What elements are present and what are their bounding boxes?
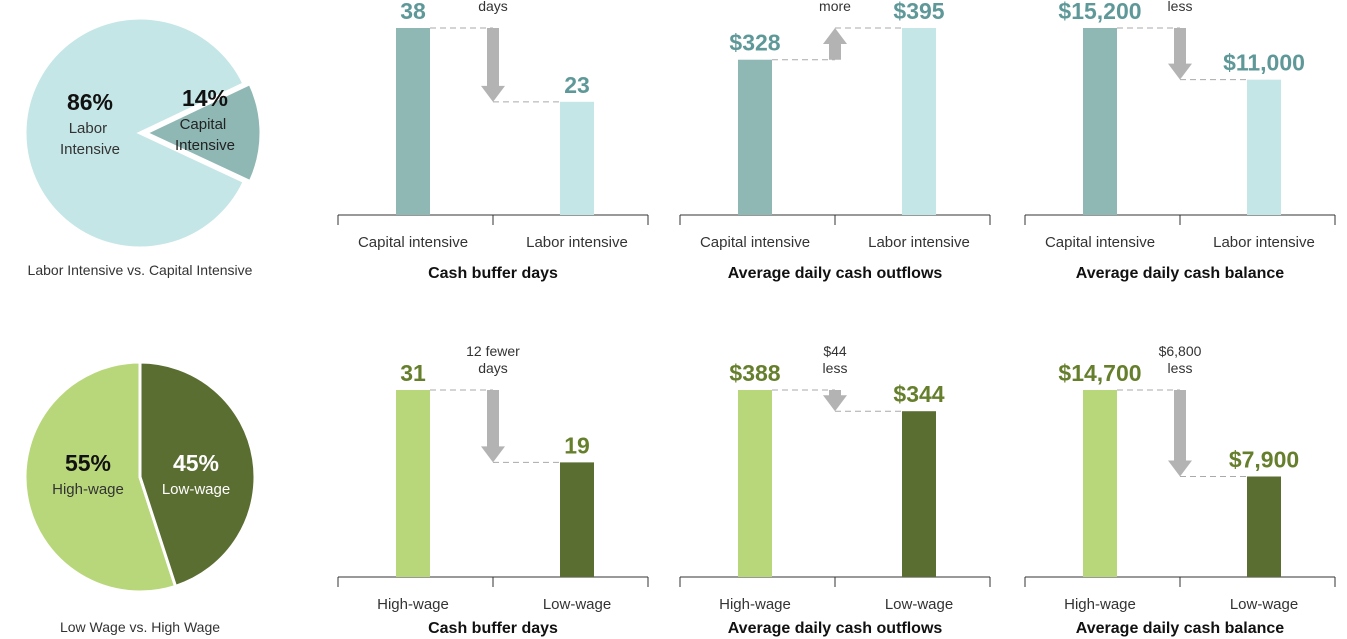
bar-value: $7,900 <box>1229 447 1299 473</box>
slice-value: 86% <box>67 89 113 115</box>
category-label: Labor intensive <box>526 234 628 251</box>
slice-label: High-wage <box>52 481 124 498</box>
pie-slice <box>142 81 263 184</box>
bar-value: $344 <box>893 381 944 407</box>
change-note: less <box>823 360 848 376</box>
bar-value: $328 <box>729 30 780 56</box>
pie-slice <box>23 16 247 250</box>
category-label: Low-wage <box>885 596 953 613</box>
bar-value: $388 <box>729 360 780 386</box>
bar-value: 31 <box>400 360 426 386</box>
chart-title: Average daily cash outflows <box>728 265 943 282</box>
change-note: days <box>478 360 508 376</box>
category-label: Capital intensive <box>358 234 468 251</box>
bar-value: $11,000 <box>1223 50 1305 76</box>
category-label: Capital intensive <box>700 234 810 251</box>
slice-label: Labor Intensive <box>60 120 120 158</box>
change-arrow <box>823 390 847 412</box>
category-label: Low-wage <box>543 596 611 613</box>
bar <box>902 411 936 577</box>
category-label: Labor intensive <box>868 234 970 251</box>
bar <box>902 28 936 215</box>
category-label: Capital intensive <box>1045 234 1155 251</box>
bar-value: $395 <box>893 0 944 24</box>
bar <box>738 390 772 577</box>
change-arrow <box>1168 390 1192 477</box>
change-arrow <box>481 28 505 102</box>
bar-value: $15,200 <box>1058 0 1141 24</box>
category-label: High-wage <box>377 596 449 613</box>
bar-value: 19 <box>564 432 590 458</box>
pie-slice <box>23 360 178 594</box>
chart-title: Average daily cash balance <box>1076 620 1285 637</box>
category-label: Labor intensive <box>1213 234 1315 251</box>
category-label: High-wage <box>719 596 791 613</box>
change-arrow <box>1168 28 1192 80</box>
bar <box>396 28 430 215</box>
bar-value: $14,700 <box>1058 360 1141 386</box>
change-note: days <box>478 0 508 14</box>
bar-value: 38 <box>400 0 426 24</box>
bar <box>1083 28 1117 215</box>
slice-value: 45% <box>173 450 219 476</box>
chart-title: Cash buffer days <box>428 620 558 637</box>
change-note: $44 <box>823 343 847 359</box>
bar <box>396 390 430 577</box>
change-arrow <box>481 390 505 463</box>
slice-label: Capital Intensive <box>175 116 235 154</box>
pie-title: Low Wage vs. High Wage <box>60 619 220 635</box>
bar <box>738 59 772 215</box>
change-note: $6,800 <box>1159 343 1202 359</box>
bar <box>560 101 594 215</box>
category-label: Low-wage <box>1230 596 1298 613</box>
bar <box>1247 476 1281 577</box>
chart-title: Cash buffer days <box>428 265 558 282</box>
slice-value: 14% <box>182 85 228 111</box>
pie-title: Labor Intensive vs. Capital Intensive <box>28 262 253 278</box>
change-arrow <box>823 28 847 60</box>
bar <box>1083 390 1117 577</box>
bar <box>1247 79 1281 215</box>
change-note: 12 fewer <box>466 343 520 359</box>
bar-value: 23 <box>564 72 590 98</box>
slice-value: 55% <box>65 450 111 476</box>
chart-title: Average daily cash outflows <box>728 620 943 637</box>
change-note: more <box>819 0 851 14</box>
bar <box>560 462 594 577</box>
chart-title: Average daily cash balance <box>1076 265 1285 282</box>
pie-slice <box>138 360 257 589</box>
change-note: less <box>1168 360 1193 376</box>
slice-label: Low-wage <box>162 481 230 498</box>
category-label: High-wage <box>1064 596 1136 613</box>
change-note: less <box>1168 0 1193 14</box>
